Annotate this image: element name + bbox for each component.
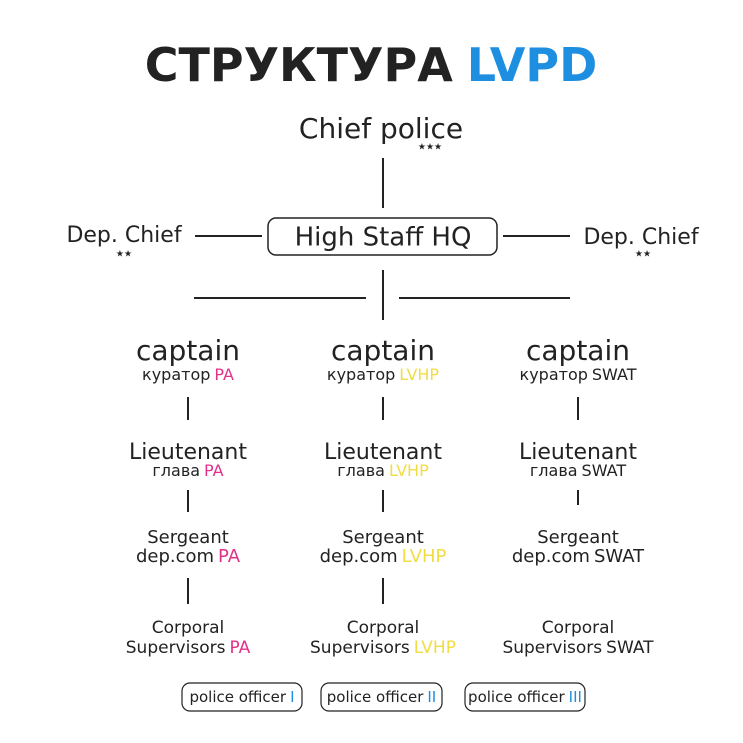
rank-role: глава SWAT [530,461,626,480]
division: SWAT [592,365,637,384]
role-text: куратор [327,365,395,384]
division: PA [218,546,241,567]
role-text: dep.com [320,546,398,567]
rank-role: глава LVHP [337,461,429,480]
title-accent: LVPD [467,38,597,92]
rank-title: Sergeant [147,527,229,548]
role-text: куратор [520,365,588,384]
division: PA [204,461,224,480]
division: PA [214,365,234,384]
chief-label: Chief police [299,112,463,145]
officer-label: police officer II [327,688,436,706]
hq-label: High Staff HQ [295,223,472,253]
role-text: куратор [142,365,210,384]
division: SWAT [606,638,654,658]
rank-role: dep.com LVHP [320,546,447,567]
rank-title: captain [331,334,435,367]
role-text: глава [337,461,385,480]
officer-box [181,682,303,712]
rank-title: captain [526,334,630,367]
deputy-stars: ★★ [116,250,132,260]
rank-title: Lieutenant [129,440,247,465]
rank-title: Lieutenant [519,440,637,465]
hq-box [267,217,498,256]
rank-role: глава PA [152,461,223,480]
rank-role: dep.com PA [136,546,241,567]
deputy-label: Dep. Chief [583,225,699,250]
rank-title: Lieutenant [324,440,442,465]
officer-text: police officer [327,688,424,706]
officer-label: police officer I [189,688,294,706]
division: LVHP [402,546,447,567]
rank-title: Corporal [542,618,615,638]
rank-title: Sergeant [342,527,424,548]
rank-role: Supervisors PA [126,638,251,658]
division: LVHP [399,365,439,384]
chief-stars: ★★★ [418,143,442,153]
role-text: Supervisors [126,638,226,658]
deputy-label: Dep. Chief [66,223,182,248]
title-main: СТРУКТУРА [145,38,453,92]
rank-title: captain [136,334,240,367]
role-text: глава [152,461,200,480]
officer-numeral: II [427,688,436,706]
rank-role: dep.com SWAT [512,546,645,567]
role-text: dep.com [512,546,590,567]
role-text: глава [530,461,578,480]
rank-role: куратор LVHP [327,365,439,384]
rank-role: Supervisors LVHP [310,638,456,658]
officer-numeral: I [290,688,294,706]
officer-box [464,682,586,712]
deputy-stars: ★★ [635,250,651,260]
officer-label: police officer III [468,688,582,706]
officer-text: police officer [189,688,286,706]
division: LVHP [389,461,429,480]
role-text: Supervisors [310,638,410,658]
division: SWAT [582,461,627,480]
page-title: СТРУКТУРА LVPD [145,38,598,92]
division: PA [229,638,250,658]
rank-title: Corporal [347,618,420,638]
role-text: Supervisors [502,638,602,658]
division: LVHP [414,638,456,658]
rank-role: куратор SWAT [520,365,637,384]
rank-role: Supervisors SWAT [502,638,654,658]
officer-text: police officer [468,688,565,706]
rank-title: Sergeant [537,527,619,548]
officer-numeral: III [569,688,582,706]
rank-role: куратор PA [142,365,234,384]
role-text: dep.com [136,546,214,567]
officer-box [320,682,443,712]
rank-title: Corporal [152,618,225,638]
division: SWAT [594,546,645,567]
